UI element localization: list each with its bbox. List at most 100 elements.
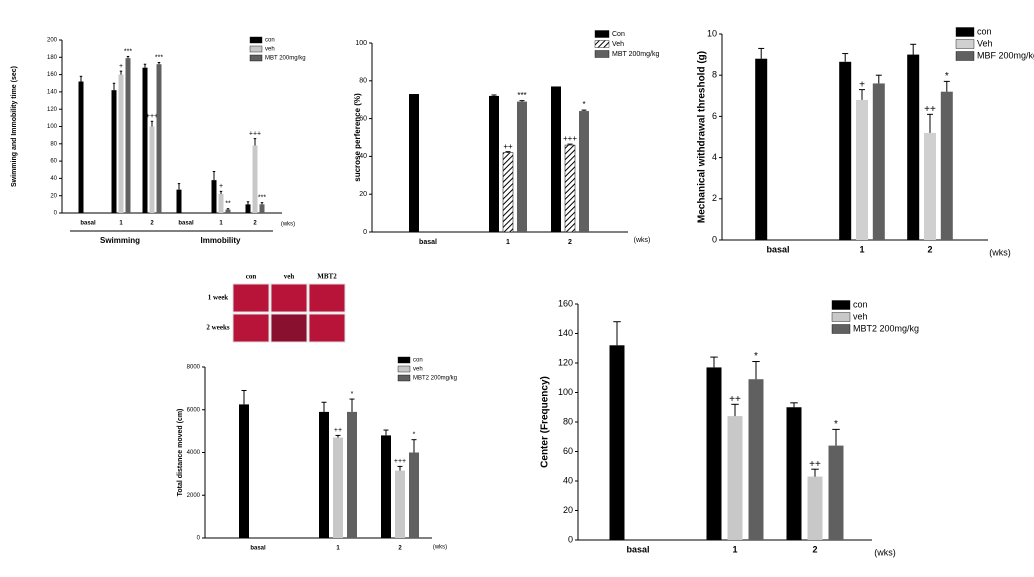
- x-tick-label: basal: [250, 546, 266, 552]
- bar: [239, 404, 249, 538]
- bar: [924, 132, 936, 240]
- x-tick-label: 1: [119, 221, 123, 227]
- legend-label: MBT2 200mg/kg: [413, 376, 457, 382]
- x-tick-label: basal: [419, 239, 437, 246]
- bar: [828, 445, 844, 540]
- x-tick-label: 2: [398, 546, 402, 552]
- x-unit: (wks): [433, 545, 447, 551]
- legend-swatch: [955, 39, 975, 49]
- y-tick-label: 120: [47, 107, 58, 113]
- y-tick-label: 80: [50, 141, 57, 147]
- y-axis-title: Mechanical withdrawal threshold (g): [697, 51, 708, 223]
- image-tile: [270, 283, 308, 313]
- significance-label: ++: [334, 427, 342, 434]
- y-tick-label: 60: [563, 446, 573, 456]
- legend-label: veh: [853, 311, 868, 321]
- bar: [225, 209, 231, 213]
- y-tick-label: 140: [47, 89, 58, 95]
- legend-swatch: [955, 51, 975, 61]
- significance-label: +++: [394, 458, 406, 465]
- y-tick-label: 60: [359, 115, 367, 122]
- bar: [333, 437, 343, 538]
- bar: [347, 411, 357, 538]
- x-tick-label: 2: [150, 221, 154, 227]
- significance-label: *: [754, 351, 758, 362]
- legend-label: Veh: [612, 41, 624, 48]
- y-tick-label: 100: [558, 387, 573, 397]
- bar: [176, 189, 182, 213]
- legend-label: MBT2 200mg/kg: [853, 323, 919, 333]
- bar: [78, 81, 84, 214]
- x-tick-label: basal: [178, 221, 194, 227]
- x-tick-label: 2: [568, 239, 572, 246]
- bar: [856, 99, 868, 240]
- significance-label: ***: [258, 194, 266, 201]
- legend-swatch: [397, 356, 411, 364]
- x-tick-label: 1: [219, 221, 223, 227]
- y-axis-title: sucrose perference (%): [353, 93, 362, 182]
- y-tick-label: 160: [47, 72, 58, 78]
- y-tick-label: 80: [359, 78, 367, 85]
- significance-label: ++: [729, 394, 741, 405]
- bar: [755, 58, 768, 240]
- y-tick-label: 180: [47, 55, 58, 61]
- x-tick-label: 1: [859, 244, 864, 254]
- bar: [727, 416, 743, 540]
- x-unit: (wks): [989, 247, 1011, 257]
- y-tick-label: 8000: [187, 365, 201, 371]
- bar: [125, 58, 131, 213]
- y-tick-label: 160: [558, 298, 573, 308]
- legend-swatch: [249, 36, 263, 44]
- x-tick-label: basal: [766, 244, 789, 254]
- legend-label: con: [265, 38, 275, 44]
- legend-swatch: [955, 27, 975, 37]
- bar: [907, 54, 920, 240]
- y-tick-label: 0: [712, 234, 717, 244]
- x-unit: (wks): [874, 547, 896, 557]
- y-tick-label: 200: [47, 38, 58, 44]
- legend-label: MBT 200mg/kg: [612, 51, 659, 58]
- significance-label: *: [945, 71, 949, 82]
- bar: [807, 476, 823, 540]
- legend-label: MBF 200mg/kg: [977, 50, 1034, 60]
- bar: [118, 74, 124, 213]
- x-tick-label: basal: [626, 544, 649, 554]
- legend-swatch: [397, 365, 411, 373]
- y-tick-label: 2000: [187, 493, 201, 499]
- bar: [502, 152, 514, 233]
- significance-label: *: [834, 419, 838, 430]
- legend-swatch: [594, 50, 610, 58]
- bar: [489, 95, 499, 232]
- bar: [839, 61, 852, 241]
- legend-label: con: [413, 358, 423, 364]
- legend-label: Con: [612, 31, 625, 38]
- bar: [706, 367, 722, 540]
- y-tick-label: 60: [50, 159, 57, 165]
- legend-label: con: [977, 26, 992, 36]
- significance-label: +++: [146, 113, 158, 120]
- significance-label: +: [119, 63, 123, 70]
- bar: [149, 126, 155, 213]
- significance-label: ***: [155, 54, 163, 61]
- x-tick-label: 2: [253, 221, 257, 227]
- y-tick-label: 0: [363, 229, 367, 236]
- significance-label: *: [351, 391, 354, 398]
- significance-label: +: [859, 79, 865, 90]
- significance-label: ++: [503, 142, 513, 151]
- image-tile: [270, 313, 308, 343]
- bar: [395, 470, 405, 538]
- y-tick-label: 4: [712, 152, 717, 162]
- legend-swatch: [594, 30, 610, 38]
- y-tick-label: 100: [47, 124, 58, 130]
- legend-label: veh: [265, 47, 275, 53]
- bar: [564, 144, 576, 233]
- legend-label: veh: [413, 367, 423, 373]
- y-tick-label: 20: [359, 191, 367, 198]
- image-tile: [232, 283, 270, 313]
- legend-swatch: [831, 300, 851, 310]
- legend-label: MBT 200mg/kg: [265, 56, 306, 62]
- y-tick-label: 40: [563, 475, 573, 485]
- significance-label: +++: [249, 130, 261, 137]
- y-tick-label: 6000: [187, 407, 201, 413]
